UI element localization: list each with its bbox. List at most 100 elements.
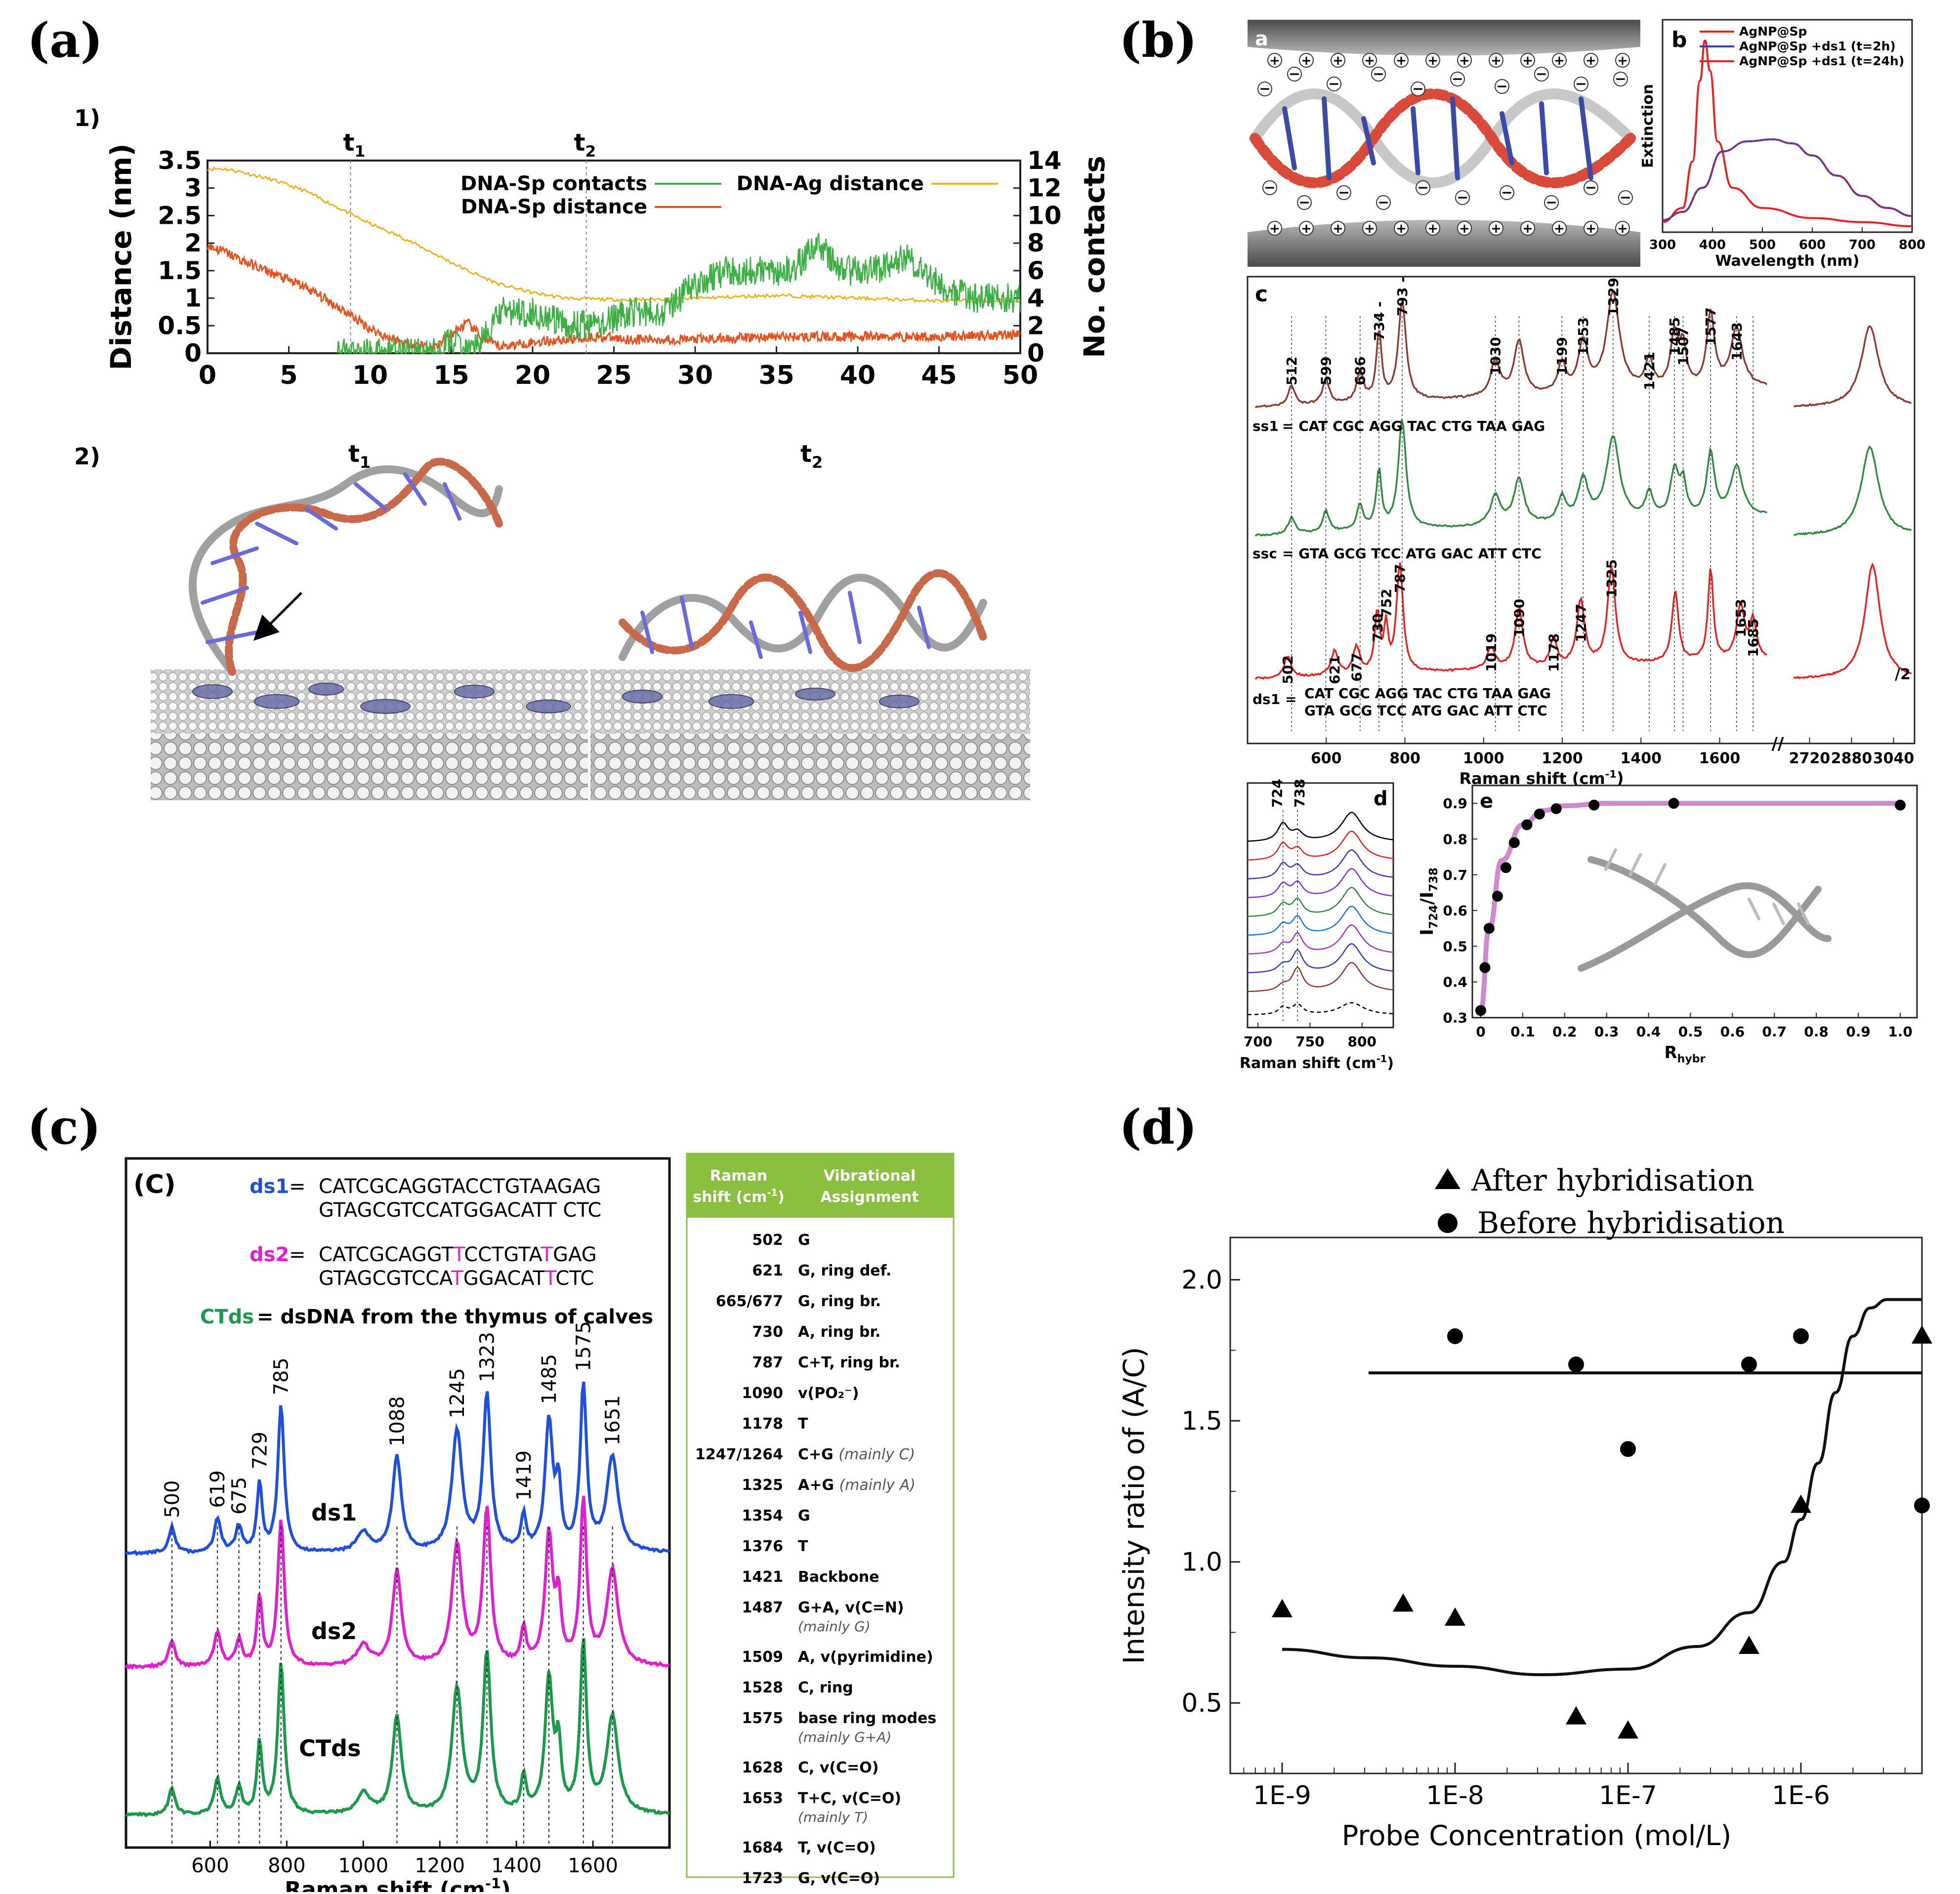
ss1-peak-label: 1507 [1675, 327, 1692, 366]
table-cell-shift: 621 [752, 1262, 783, 1279]
zoom-peak-label: 738 [1292, 779, 1308, 808]
plus-charge [1267, 53, 1282, 68]
data-point [1521, 819, 1533, 830]
minus-sign: − [1373, 66, 1384, 82]
plus-charge [1425, 53, 1440, 68]
x-tick-label: 3040 [1873, 750, 1915, 767]
zoom-trace [1247, 830, 1394, 861]
minus-sign: − [1298, 194, 1310, 210]
plus-sign: + [1333, 53, 1343, 68]
data-point [1550, 803, 1562, 814]
trace-label-ds2: ds2 [311, 1618, 357, 1645]
minus-sign: − [1289, 66, 1300, 82]
raman-trace-ds1 [1254, 562, 1767, 680]
x-tick-label: 700 [1849, 238, 1876, 252]
x-tick-label: 50 [1002, 361, 1038, 390]
plus-charge [1457, 221, 1472, 236]
x-tick-label: 1000 [338, 1854, 388, 1877]
zoom-peak-label: 724 [1269, 779, 1286, 808]
peak-label: 785 [270, 1358, 293, 1395]
x-tick-label: 2720 [1789, 750, 1831, 767]
minus-charge [1411, 82, 1425, 96]
minus-sign: − [1575, 76, 1586, 92]
plus-charge [1520, 53, 1535, 68]
x-tick-label: 700 [1244, 1033, 1272, 1050]
x-tick-label: 1600 [568, 1854, 618, 1877]
ss1-peak-label: 1253 [1575, 317, 1591, 356]
x-tick-label: 40 [840, 361, 876, 390]
data-point [1479, 962, 1491, 973]
snapshot-t2-surface-top [590, 669, 1030, 734]
x-tick-label: 0 [199, 361, 216, 390]
x-tick-label: 10 [352, 361, 388, 390]
minus-charge [1297, 195, 1312, 210]
peak-label: 1419 [513, 1450, 536, 1501]
plot-frame [1247, 276, 1916, 744]
plus-charge [1520, 221, 1535, 236]
equals-sign: = [289, 1175, 306, 1198]
after-hybridisation-point [1912, 1325, 1932, 1344]
table-cell-shift: 1325 [742, 1477, 784, 1494]
table-cell-assignment: T [798, 1538, 808, 1555]
y-tick-label: 0 [184, 339, 202, 368]
snapshot-t1-surface-slab [151, 734, 588, 800]
y-tick-label: 1.5 [158, 256, 202, 285]
table-cell-note: (mainly G) [798, 1618, 871, 1635]
data-point [1534, 808, 1545, 820]
x-tick-label: 0.6 [1720, 1024, 1745, 1040]
y2-tick-label: 6 [1027, 256, 1044, 285]
peak-label: 1575 [573, 1321, 595, 1371]
plus-sign: + [1522, 221, 1533, 236]
x-tick-label: 0 [1476, 1024, 1485, 1040]
minus-sign: − [1501, 184, 1512, 201]
raman-trace-ssc [1254, 419, 1768, 537]
plot-frame [1247, 782, 1394, 1029]
y-tick-label: 0.8 [1443, 831, 1467, 847]
legend-circle-marker [1438, 1213, 1458, 1233]
plus-charge [1489, 221, 1503, 236]
table-cell-shift: 1090 [742, 1385, 784, 1402]
zoom-trace [1247, 812, 1394, 842]
plus-charge [1331, 221, 1345, 236]
series-dna-sp-contacts [336, 233, 1021, 356]
plus-charge [1584, 221, 1598, 236]
y2-tick-label: 0 [1027, 339, 1044, 368]
table-cell-assignment: Backbone [798, 1568, 879, 1586]
dna-strand [1587, 856, 1822, 958]
table-cell-shift: 1509 [742, 1648, 784, 1666]
dna-cartoon [1578, 848, 1832, 972]
x-tick-label: 800 [268, 1854, 305, 1877]
panel-a-sub2: 2) [74, 443, 100, 470]
peak-label: 729 [249, 1432, 271, 1469]
table-cell-shift: 665/677 [716, 1293, 783, 1310]
x-tick-label: 35 [758, 361, 794, 390]
ds1-sequence-1: CATCGCAGGTACCTGTAAGAG [319, 1175, 601, 1198]
x-tick-label: 5 [280, 361, 297, 390]
ds1-peak-label: 502 [1280, 656, 1296, 684]
x-axis-label: Probe Concentration (mol/L) [1342, 1820, 1732, 1852]
table-cell-shift: 1684 [742, 1839, 784, 1856]
minus-charge [1534, 67, 1549, 82]
x-tick-label: 0.7 [1762, 1024, 1787, 1040]
plus-sign: + [1554, 53, 1565, 68]
x-tick-label: 1200 [415, 1854, 465, 1877]
y-axis-label: Intensity ratio of (A/C) [1117, 1347, 1151, 1664]
table-head-col1-line1: Raman [710, 1167, 767, 1185]
raman-trace-ss1 [1254, 289, 1768, 409]
panel-label-b: (b) [1119, 12, 1197, 68]
series-agnp-sp-ds1-24h [1662, 139, 1913, 221]
legend-before: Before hybridisation [1477, 1206, 1785, 1240]
x-tick-label: 1.0 [1888, 1024, 1913, 1040]
minus-sign: − [1585, 179, 1596, 196]
ds1-legend-label: ds1 [250, 1175, 289, 1198]
plus-charge [1425, 221, 1440, 236]
panel-label-c: (c) [27, 1099, 101, 1155]
ds1-sequence-2: GTA GCG TCC ATG GAC ATT CTC [1304, 702, 1547, 719]
y-tick-label: 1.0 [1181, 1548, 1222, 1577]
plus-charge [1584, 53, 1598, 68]
equals-sign: = [289, 1243, 306, 1266]
ds1-peak-label: 730 [1370, 614, 1386, 642]
x-tick-label: 1E-6 [1772, 1781, 1830, 1811]
before-hybridisation-point [1568, 1356, 1584, 1372]
